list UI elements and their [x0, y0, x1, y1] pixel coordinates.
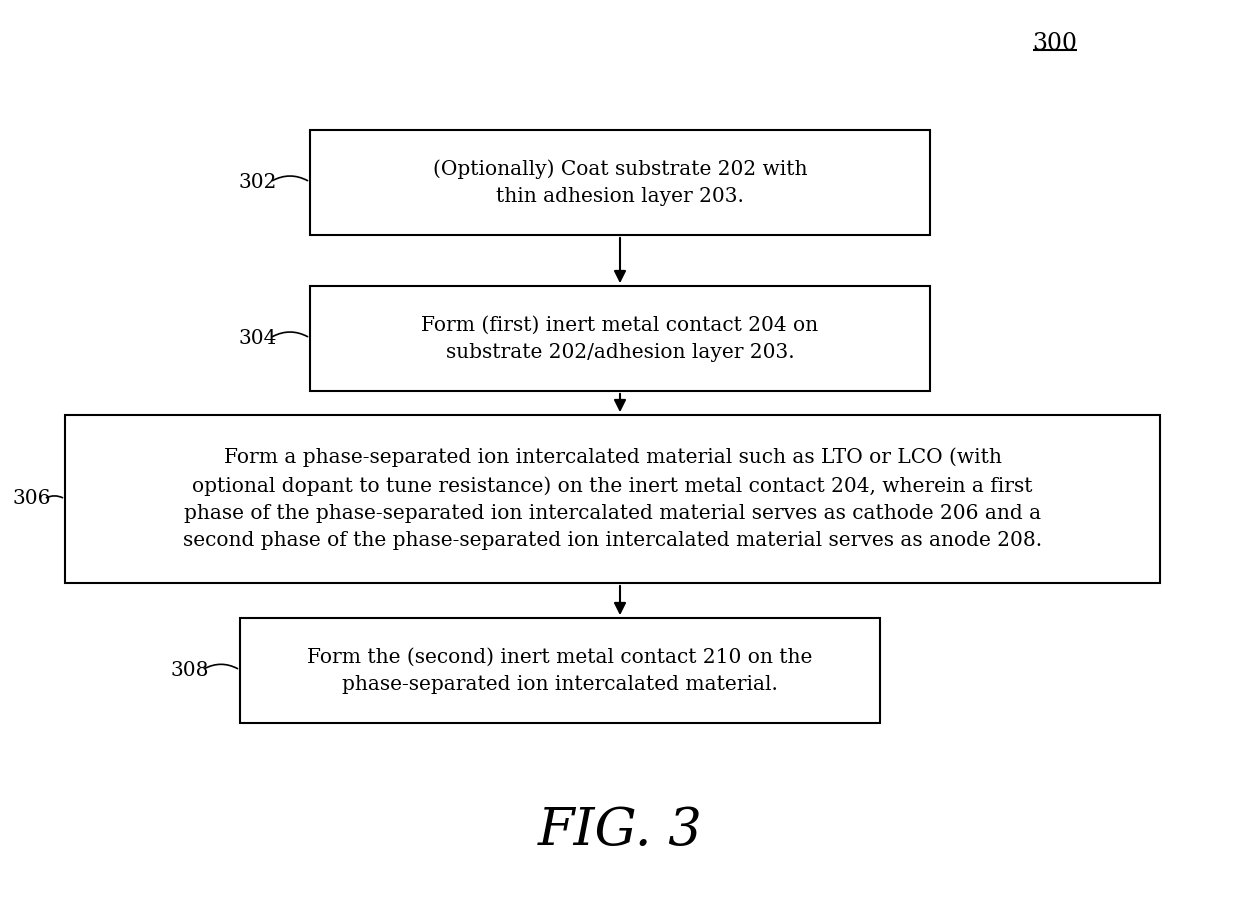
Text: Form the (second) inert metal contact 210 on the
phase-separated ion intercalate: Form the (second) inert metal contact 21…	[308, 647, 812, 694]
Text: 300: 300	[1033, 32, 1078, 55]
Bar	[64, 415, 1159, 583]
Text: (Optionally) Coat substrate 202 with
thin adhesion layer 203.: (Optionally) Coat substrate 202 with thi…	[433, 159, 807, 206]
Text: 308: 308	[171, 661, 210, 680]
Bar	[241, 618, 880, 723]
Text: 304: 304	[239, 328, 278, 347]
Bar	[310, 130, 930, 235]
Text: 302: 302	[239, 173, 278, 192]
Text: FIG. 3: FIG. 3	[538, 805, 702, 856]
Text: Form a phase-separated ion intercalated material such as LTO or LCO (with
option: Form a phase-separated ion intercalated …	[184, 448, 1042, 550]
Text: Form (first) inert metal contact 204 on
substrate 202/adhesion layer 203.: Form (first) inert metal contact 204 on …	[422, 315, 818, 362]
Bar	[310, 286, 930, 391]
Text: 306: 306	[12, 490, 51, 508]
